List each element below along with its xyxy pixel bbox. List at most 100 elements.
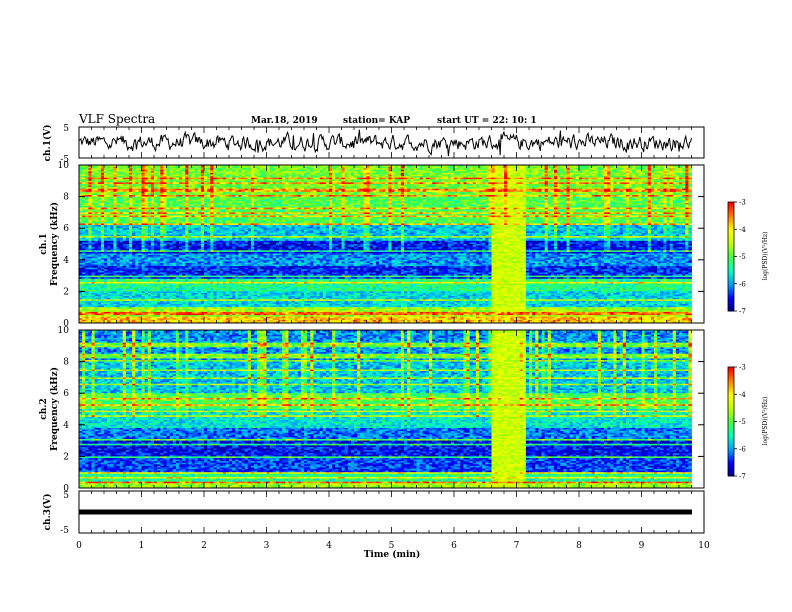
spectrogram-cell bbox=[504, 187, 508, 190]
spectrogram-cell bbox=[575, 187, 580, 190]
spectrogram-cell bbox=[188, 202, 192, 205]
spectrogram-cell bbox=[422, 174, 427, 177]
spectrogram-cell bbox=[397, 172, 402, 175]
spectrogram-cell bbox=[579, 193, 583, 196]
spectrogram-cell bbox=[160, 171, 164, 174]
spectrogram-cell bbox=[229, 198, 233, 201]
spectrogram-cell bbox=[397, 166, 402, 169]
spectrogram-cell bbox=[497, 191, 502, 194]
spectrogram-cell bbox=[332, 169, 336, 172]
spectrogram-cell bbox=[207, 171, 211, 174]
spectrogram-cell bbox=[247, 165, 252, 167]
spectrogram-cell bbox=[560, 182, 564, 185]
spectrogram-cell bbox=[132, 180, 136, 183]
spectrogram-cell bbox=[675, 185, 680, 188]
spectrogram-cell bbox=[219, 183, 224, 186]
spectrogram-cell bbox=[257, 196, 261, 199]
spectrogram-cell bbox=[397, 174, 402, 177]
spectrogram-cell bbox=[188, 177, 192, 180]
spectrogram-cell bbox=[260, 172, 264, 175]
spectrogram-cell bbox=[132, 177, 136, 180]
spectrogram-cell bbox=[557, 201, 561, 204]
spectrogram-cell bbox=[366, 176, 371, 179]
spectrogram-cell bbox=[210, 195, 214, 197]
spectrogram-cell bbox=[541, 168, 546, 171]
spectrogram-cell bbox=[88, 190, 92, 193]
spectrogram-cell bbox=[607, 187, 611, 190]
spectrogram-cell bbox=[341, 168, 346, 171]
spectrogram-cell bbox=[566, 171, 571, 174]
spectrogram-cell bbox=[185, 188, 189, 191]
spectrogram-cell bbox=[429, 176, 433, 179]
spectrogram-cell bbox=[369, 183, 374, 186]
spectrogram-cell bbox=[535, 169, 539, 172]
spectrogram-cell bbox=[457, 183, 461, 186]
spectrogram-cell bbox=[472, 191, 477, 194]
spectrogram-cell bbox=[94, 199, 99, 202]
spectrogram-cell bbox=[104, 185, 108, 188]
spectrogram-cell bbox=[447, 165, 452, 167]
spectrogram-cell bbox=[591, 179, 596, 182]
spectrogram-cell bbox=[300, 165, 305, 167]
spectrogram-cell bbox=[335, 176, 339, 179]
spectrogram-cell bbox=[175, 166, 180, 169]
spectrogram-cell bbox=[429, 169, 433, 172]
spectrogram-cell bbox=[338, 176, 342, 179]
spectrogram-cell bbox=[213, 171, 217, 174]
spectrogram-cell bbox=[329, 165, 333, 167]
spectrogram-cell bbox=[250, 172, 255, 175]
spectrogram-cell bbox=[500, 187, 505, 190]
spectrogram-cell bbox=[457, 168, 461, 171]
spectrogram-cell bbox=[363, 174, 367, 177]
spectrogram-cell bbox=[335, 193, 339, 196]
spectrogram-cell bbox=[632, 195, 636, 197]
spectrogram-cell bbox=[672, 174, 677, 177]
spectrogram-cell bbox=[350, 196, 355, 199]
spectrogram-cell bbox=[360, 166, 364, 169]
spectrogram-cell bbox=[79, 172, 83, 175]
spectrogram-cell bbox=[391, 196, 396, 199]
spectrogram-cell bbox=[113, 201, 117, 204]
spectrogram-cell bbox=[532, 179, 536, 182]
spectrogram-cell bbox=[266, 190, 271, 193]
spectrogram-cell bbox=[138, 171, 142, 174]
spectrogram-cell bbox=[594, 185, 599, 188]
spectrogram-cell bbox=[616, 180, 621, 183]
spectrogram-cell bbox=[622, 177, 627, 180]
spectrogram-cell bbox=[479, 176, 483, 179]
spectrogram-cell bbox=[113, 190, 117, 193]
spectrogram-cell bbox=[363, 202, 367, 205]
spectrogram-cell bbox=[94, 166, 99, 169]
spectrogram-cell bbox=[400, 183, 405, 186]
spectrogram-cell bbox=[354, 188, 358, 191]
spectrogram-cell bbox=[147, 179, 152, 182]
spectrogram-cell bbox=[491, 201, 496, 204]
spectrogram-cell bbox=[444, 166, 449, 169]
spectrogram-cell bbox=[563, 188, 567, 191]
spectrogram-cell bbox=[469, 183, 474, 186]
spectrogram-cell bbox=[247, 174, 252, 177]
spectrogram-cell bbox=[532, 182, 536, 185]
spectrogram-cell bbox=[157, 199, 161, 202]
spectrogram-cell bbox=[469, 179, 474, 182]
spectrogram-cell bbox=[516, 172, 521, 175]
spectrogram-cell bbox=[254, 199, 258, 202]
ch1-waveform-line bbox=[78, 129, 692, 157]
spectrogram-cell bbox=[225, 188, 230, 191]
spectrogram-cell bbox=[235, 196, 239, 199]
spectrogram-cell bbox=[113, 182, 117, 185]
spectrogram-cell bbox=[582, 166, 586, 169]
spectrogram-cell bbox=[504, 174, 508, 177]
spectrogram-cell bbox=[204, 182, 208, 185]
spectrogram-cell bbox=[194, 179, 199, 182]
spectrogram-cell bbox=[632, 165, 636, 167]
spectrogram-cell bbox=[510, 198, 514, 201]
spectrogram-cell bbox=[613, 174, 617, 177]
spectrogram-cell bbox=[560, 187, 564, 190]
spectrogram-cell bbox=[294, 179, 299, 182]
spectrogram-cell bbox=[550, 191, 555, 194]
spectrogram-cell bbox=[244, 193, 249, 196]
spectrogram-cell bbox=[147, 185, 152, 188]
spectrogram-cell bbox=[91, 195, 96, 197]
